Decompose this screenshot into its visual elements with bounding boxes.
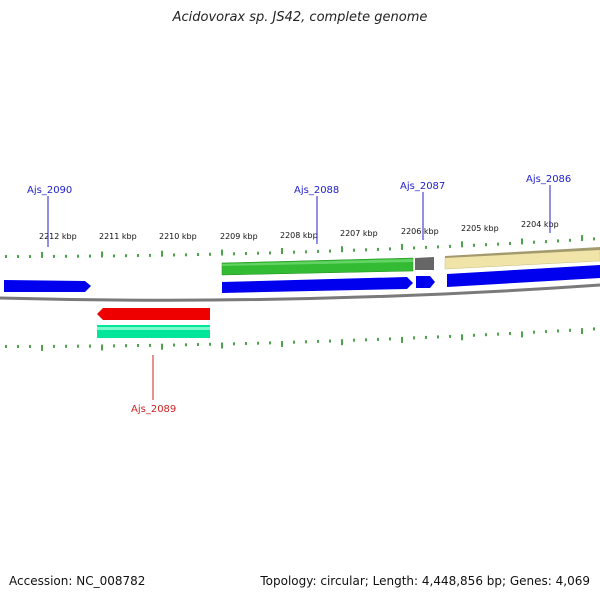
map-title: Acidovorax sp. JS42, complete genome	[172, 10, 428, 25]
tick-label-2210: 2210 kbp	[159, 232, 197, 241]
tick-label-2205: 2205 kbp	[461, 224, 499, 233]
gene-arrow-ajs-2088[interactable]	[222, 277, 413, 293]
cds-2089[interactable]	[97, 325, 210, 338]
genome-summary-text: Topology: circular; Length: 4,448,856 bp…	[260, 574, 590, 588]
gene-label-ajs-2088[interactable]: Ajs_2088	[294, 185, 339, 196]
gene-arrow-ajs-2090[interactable]	[4, 280, 91, 292]
cds-2086-top-edge	[445, 247, 600, 258]
tick-label-2206: 2206 kbp	[401, 227, 439, 236]
upper-tick-row	[5, 235, 595, 258]
tick-label-2208: 2208 kbp	[280, 231, 318, 240]
genome-backbone	[0, 283, 600, 302]
lower-tick-row	[5, 327, 595, 351]
tick-label-2212: 2212 kbp	[39, 232, 77, 241]
gene-arrow-ajs-2086[interactable]	[447, 265, 600, 287]
accession-text: Accession: NC_008782	[9, 574, 146, 588]
cds-2089-highlight	[97, 327, 210, 330]
gene-label-ajs-2087[interactable]: Ajs_2087	[400, 181, 445, 192]
reverse-genes	[97, 308, 210, 338]
gene-arrow-ajs-2087[interactable]	[416, 276, 435, 288]
tick-label-2211: 2211 kbp	[99, 232, 137, 241]
gene-labels: Ajs_2090 Ajs_2088 Ajs_2087 Ajs_2086 Ajs_…	[27, 174, 571, 415]
cds-2087[interactable]	[415, 257, 434, 270]
scale-labels: 2212 kbp 2211 kbp 2210 kbp 2209 kbp 2208…	[39, 220, 559, 241]
gene-leaders	[47, 185, 551, 400]
gene-label-ajs-2090[interactable]: Ajs_2090	[27, 185, 72, 196]
cds-2088-highlight	[222, 259, 413, 266]
gene-label-ajs-2086[interactable]: Ajs_2086	[526, 174, 571, 185]
gene-arrow-ajs-2089[interactable]	[97, 308, 210, 320]
tick-label-2209: 2209 kbp	[220, 232, 258, 241]
tick-label-2204: 2204 kbp	[521, 220, 559, 229]
cds-track-upper	[221, 247, 600, 276]
tick-label-2207: 2207 kbp	[340, 229, 378, 238]
forward-genes	[4, 265, 600, 293]
gene-label-ajs-2089[interactable]: Ajs_2089	[131, 404, 176, 415]
